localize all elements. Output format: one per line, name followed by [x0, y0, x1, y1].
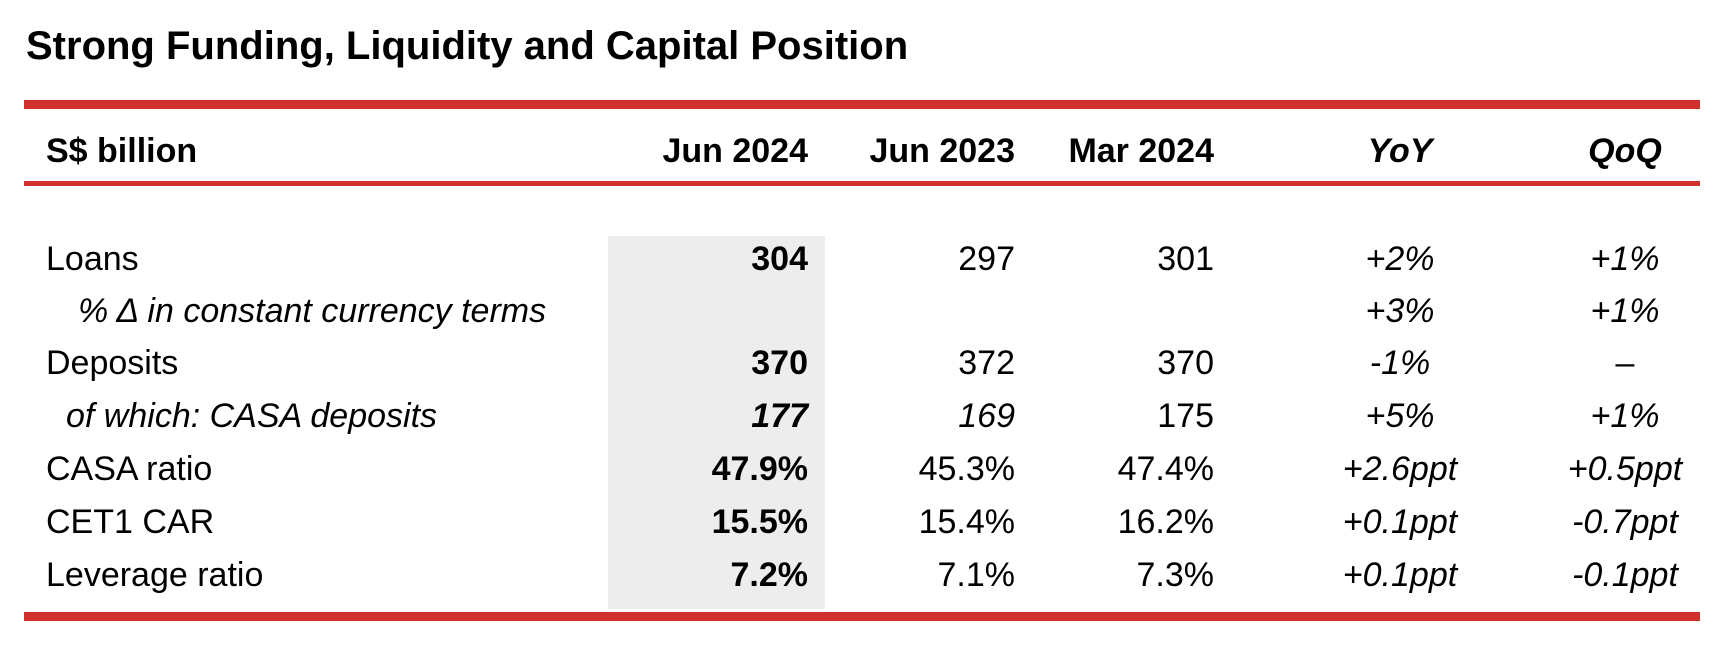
row-jun2024: 177	[751, 397, 808, 435]
row-jun2023: 15.4%	[918, 503, 1015, 541]
row-qoq: -0.1ppt	[1572, 556, 1678, 594]
header-mar2024: Mar 2024	[1068, 132, 1214, 170]
top-rule	[24, 100, 1700, 109]
row-label: % Δ in constant currency terms	[78, 292, 547, 330]
jun2024-column-highlight	[608, 236, 825, 609]
bottom-rule	[24, 612, 1700, 621]
row-label: Deposits	[46, 344, 179, 382]
row-qoq: –	[1615, 344, 1635, 382]
row-qoq: +1%	[1590, 240, 1660, 278]
row-mar2024: 16.2%	[1117, 503, 1214, 541]
row-mar2024: 47.4%	[1117, 450, 1214, 488]
header-qoq: QoQ	[1588, 132, 1662, 170]
row-jun2024: 370	[751, 344, 808, 382]
row-label: CASA ratio	[46, 450, 213, 488]
row-jun2024: 304	[751, 240, 808, 278]
row-yoy: +0.1ppt	[1342, 556, 1458, 594]
row-qoq: +1%	[1590, 397, 1660, 435]
row-qoq: +0.5ppt	[1567, 450, 1683, 488]
header-yoy: YoY	[1367, 132, 1433, 170]
row-jun2023: 297	[958, 240, 1015, 278]
row-qoq: -0.7ppt	[1572, 503, 1678, 541]
row-label: of which: CASA deposits	[66, 397, 438, 435]
row-jun2023: 7.1%	[937, 556, 1016, 594]
row-yoy: +2.6ppt	[1342, 450, 1458, 488]
header-jun2024: Jun 2024	[662, 132, 808, 170]
row-label: Leverage ratio	[46, 556, 264, 594]
row-mar2024: 175	[1157, 397, 1214, 435]
row-yoy: +5%	[1365, 397, 1435, 435]
row-yoy: +2%	[1365, 240, 1435, 278]
row-jun2023: 169	[958, 397, 1015, 435]
header-jun2023: Jun 2023	[869, 132, 1015, 170]
row-yoy: -1%	[1369, 344, 1431, 382]
header-label: S$ billion	[46, 132, 198, 170]
row-yoy: +3%	[1365, 292, 1435, 330]
row-jun2023: 45.3%	[918, 450, 1015, 488]
row-jun2023: 372	[958, 344, 1015, 382]
row-qoq: +1%	[1590, 292, 1660, 330]
row-label: CET1 CAR	[46, 503, 215, 541]
header-rule	[24, 181, 1700, 186]
page-title: Strong Funding, Liquidity and Capital Po…	[26, 24, 909, 68]
row-jun2024: 7.2%	[730, 556, 809, 594]
row-mar2024: 7.3%	[1136, 556, 1215, 594]
row-mar2024: 301	[1157, 240, 1214, 278]
row-jun2024: 47.9%	[711, 450, 808, 488]
row-label: Loans	[46, 240, 139, 278]
row-jun2024: 15.5%	[711, 503, 808, 541]
row-mar2024: 370	[1157, 344, 1214, 382]
row-yoy: +0.1ppt	[1342, 503, 1458, 541]
